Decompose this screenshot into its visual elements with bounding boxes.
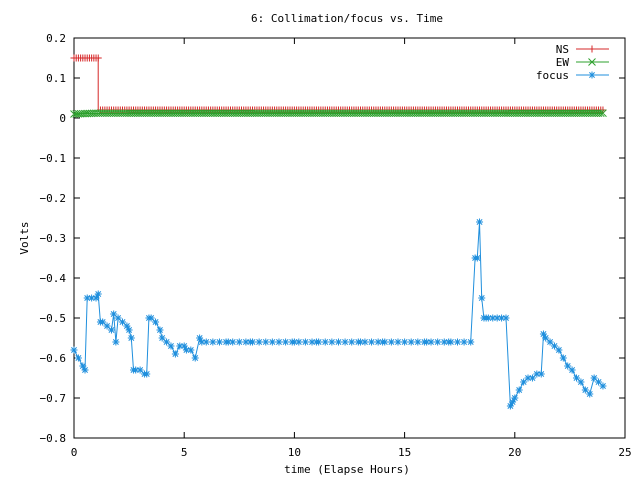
y-tick-label: −0.1 xyxy=(40,152,67,165)
chart-title: 6: Collimation/focus vs. Time xyxy=(251,12,443,25)
y-tick-label: −0.7 xyxy=(40,392,67,405)
y-tick-label: −0.2 xyxy=(40,192,67,205)
series-ns xyxy=(70,54,607,114)
x-tick-label: 20 xyxy=(508,446,521,459)
y-axis-label: Volts xyxy=(18,221,31,254)
series-line xyxy=(73,221,604,408)
x-axis: 0 5 10 15 20 25 xyxy=(71,38,632,459)
legend-marker xyxy=(588,71,596,79)
x-tick-label: 0 xyxy=(71,446,78,459)
y-tick-label: −0.6 xyxy=(40,352,67,365)
legend-marker xyxy=(588,58,596,66)
x-tick-label: 10 xyxy=(288,446,301,459)
series-layer xyxy=(70,54,607,410)
series-ew xyxy=(70,109,607,118)
series-markers xyxy=(70,54,607,114)
series-markers xyxy=(70,218,607,410)
y-tick-label: 0.2 xyxy=(46,32,66,45)
y-tick-label: 0.1 xyxy=(46,72,66,85)
x-tick-label: 15 xyxy=(398,446,411,459)
y-tick-label: −0.5 xyxy=(40,312,67,325)
y-tick-label: −0.8 xyxy=(40,432,67,445)
series-line xyxy=(74,57,603,111)
series-markers xyxy=(70,109,607,118)
legend-marker xyxy=(588,45,596,53)
legend-label: focus xyxy=(536,69,569,82)
x-tick-label: 5 xyxy=(181,446,188,459)
y-tick-label: −0.3 xyxy=(40,232,67,245)
y-axis: 0.2 0.1 0 −0.1 −0.2 −0.3 −0.4 −0.5 −0.6 −0.7 −0.8 xyxy=(40,32,625,445)
x-tick-label: 25 xyxy=(618,446,631,459)
y-tick-label: −0.4 xyxy=(40,272,67,285)
legend-label: NS xyxy=(556,43,569,56)
series-focus xyxy=(70,218,607,410)
legend-label: EW xyxy=(556,56,570,69)
plot-frame xyxy=(73,37,626,439)
x-axis-label: time (Elapse Hours) xyxy=(284,463,410,476)
y-tick-label: 0 xyxy=(59,112,66,125)
